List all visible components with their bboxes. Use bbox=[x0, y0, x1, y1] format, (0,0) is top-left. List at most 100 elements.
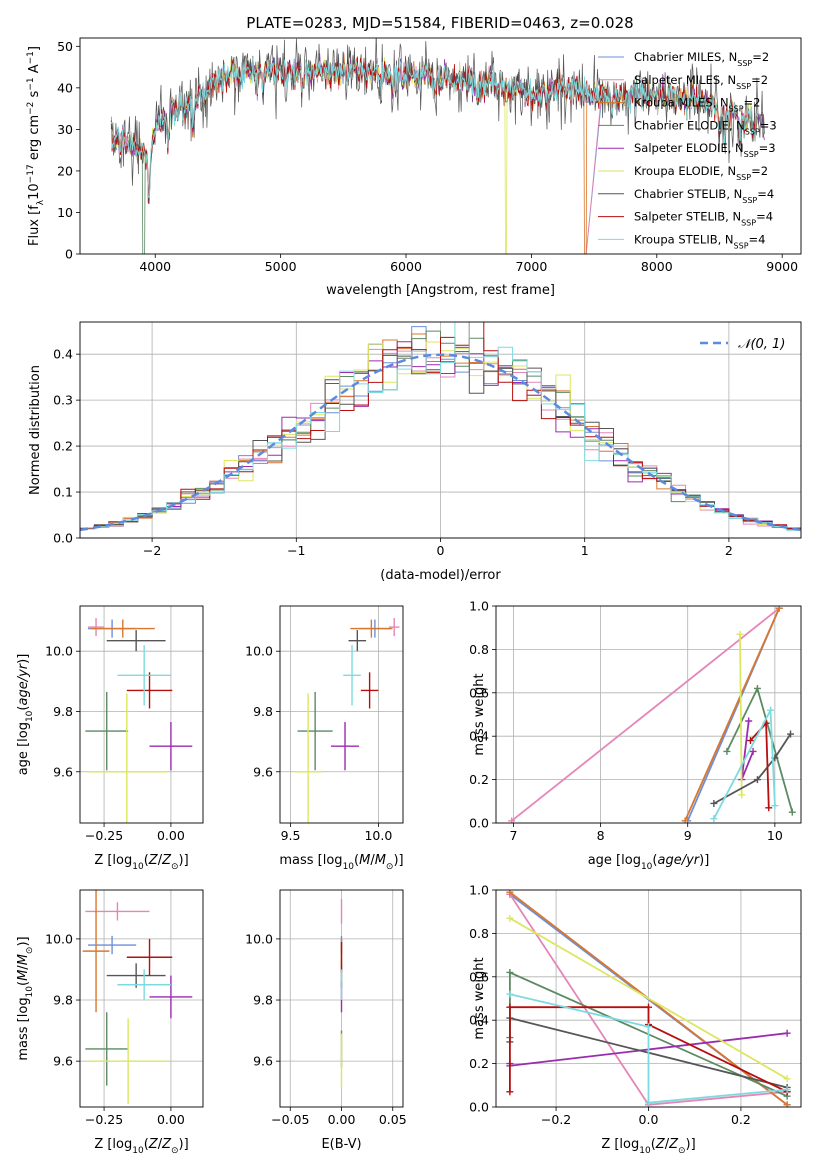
x-tick-label: −1 bbox=[287, 543, 305, 558]
weight-marker bbox=[645, 1099, 652, 1107]
x-tick-label: 8 bbox=[597, 828, 605, 843]
x-tick-label: 7000 bbox=[516, 259, 548, 274]
x-tick-label: 0.00 bbox=[157, 1112, 185, 1127]
y-axis-label: mass [log10(M/M⊙)] bbox=[16, 936, 35, 1060]
x-tick-label: 9 bbox=[684, 828, 692, 843]
x-tick-label: 0.2 bbox=[731, 1112, 751, 1127]
errorbar-point bbox=[297, 691, 333, 771]
legend-entry: Chabrier MILES, NSSP=2 bbox=[634, 50, 769, 68]
age_vs_Z-axes: −0.25 0.00 9.6 9.8 10.0 bbox=[45, 606, 203, 843]
legend-entry: Chabrier STELIB, NSSP=4 bbox=[634, 187, 774, 205]
y-axis-label: Normed distribution bbox=[28, 365, 43, 495]
weight_vs_age-lines bbox=[508, 606, 796, 823]
x-tick-label: 4000 bbox=[139, 259, 171, 274]
weight-marker bbox=[767, 706, 774, 714]
y-axis-label: mass weight bbox=[472, 957, 487, 1039]
y-tick-label: 9.6 bbox=[53, 764, 73, 779]
weight-marker bbox=[765, 804, 773, 812]
y-tick-label: 30 bbox=[57, 122, 73, 137]
errorbar-point bbox=[82, 890, 110, 1013]
errorbar-point bbox=[85, 691, 129, 771]
errorbar-point bbox=[88, 618, 105, 637]
x-tick-label: −0.25 bbox=[85, 1112, 123, 1127]
spectrum-axes: 4000 5000 6000 7000 8000 9000 0 10 20 30 40 50 bbox=[57, 39, 798, 274]
weight_vs_Z-frame bbox=[495, 889, 802, 1108]
y-tick-label: 0.8 bbox=[469, 642, 489, 657]
weight-marker bbox=[775, 606, 783, 612]
x-tick-label: 0.05 bbox=[379, 1112, 407, 1127]
y-tick-label: 1.0 bbox=[469, 599, 489, 614]
y-tick-label: 0.1 bbox=[53, 485, 73, 500]
legend-entry: Salpeter STELIB, NSSP=4 bbox=[634, 210, 773, 228]
y-tick-label: 0.2 bbox=[469, 772, 489, 787]
errorbar-point bbox=[350, 619, 393, 638]
weight-marker bbox=[645, 1003, 652, 1011]
x-tick-label: 0.0 bbox=[639, 1112, 659, 1127]
x-tick-label: 7 bbox=[509, 828, 517, 843]
weight-marker bbox=[710, 799, 718, 807]
errorbar-point bbox=[90, 619, 155, 638]
x-tick-label: 2 bbox=[725, 543, 733, 558]
weight-marker bbox=[771, 802, 779, 810]
weight-series-line bbox=[509, 993, 788, 1104]
x-tick-label: 10.0 bbox=[364, 828, 392, 843]
weight-marker bbox=[753, 684, 761, 692]
y-tick-label: 0.8 bbox=[469, 926, 489, 941]
y-tick-label: 0 bbox=[65, 247, 73, 262]
y-tick-label: 9.8 bbox=[53, 993, 73, 1008]
errorbar-point bbox=[149, 975, 193, 1019]
legend-entry: Salpeter ELODIE, NSSP=3 bbox=[634, 141, 776, 159]
y-tick-label: 50 bbox=[57, 39, 73, 54]
y-tick-label: 40 bbox=[57, 80, 73, 95]
legend-entry: Kroupa MILES, NSSP=2 bbox=[634, 96, 760, 114]
y-tick-label: 10 bbox=[57, 205, 73, 220]
spectrum-series-line bbox=[110, 57, 758, 199]
y-axis-label: Flux [fλ10−17 erg cm−2 s−1 A−1] bbox=[26, 46, 46, 246]
spectrum-legend: Chabrier MILES, NSSP=2 Salpeter MILES, NS… bbox=[598, 50, 777, 250]
y-tick-label: 10.0 bbox=[245, 644, 273, 659]
errorbar-point bbox=[149, 722, 193, 771]
mass_vs_Z-axes: −0.25 0.00 9.6 9.8 10.0 bbox=[45, 890, 203, 1127]
weight-marker bbox=[746, 737, 754, 745]
y-tick-label: 0.2 bbox=[469, 1056, 489, 1071]
weight_vs_age-frame bbox=[495, 605, 802, 824]
weight-marker bbox=[787, 730, 795, 738]
weight-marker bbox=[710, 815, 718, 823]
errorbar-point bbox=[106, 963, 166, 988]
x-axis-label: Z [log10(Z/Z⊙)] bbox=[601, 1137, 695, 1156]
x-tick-label: 8000 bbox=[641, 259, 673, 274]
weight-marker bbox=[783, 1029, 791, 1037]
errorbar-point bbox=[117, 969, 171, 1001]
y-tick-label: 0.0 bbox=[469, 816, 489, 831]
errorbar-point bbox=[360, 672, 379, 709]
weight-series-line bbox=[713, 733, 792, 805]
x-axis-label: Z [log10(Z/Z⊙)] bbox=[94, 853, 188, 872]
histogram-group bbox=[80, 322, 801, 538]
x-tick-label: 0.00 bbox=[328, 1112, 356, 1127]
weight-series-line bbox=[740, 720, 754, 780]
x-tick-label: 5000 bbox=[265, 259, 297, 274]
age_vs_mass-frame bbox=[279, 605, 404, 824]
legend-entry: Kroupa ELODIE, NSSP=2 bbox=[634, 164, 768, 182]
y-tick-label: 10.0 bbox=[245, 931, 273, 946]
weight_vs_Z-lines bbox=[506, 890, 791, 1107]
x-tick-label: 6000 bbox=[390, 259, 422, 274]
y-tick-label: 0.4 bbox=[469, 1013, 489, 1028]
x-tick-label: 0 bbox=[437, 543, 445, 558]
legend-entry: Salpeter MILES, NSSP=2 bbox=[634, 73, 768, 91]
residuals-frame bbox=[79, 321, 802, 539]
weight-marker bbox=[749, 747, 757, 755]
y-tick-label: 0.4 bbox=[53, 347, 73, 362]
x-axis-label: wavelength [Angstrom, rest frame] bbox=[326, 283, 555, 298]
x-axis-label: (data-model)/error bbox=[380, 568, 501, 583]
y-tick-label: 10.0 bbox=[45, 644, 73, 659]
x-axis-label: Z [log10(Z/Z⊙)] bbox=[94, 1137, 188, 1156]
weight-marker bbox=[783, 1101, 791, 1107]
mass_vs_Z-frame bbox=[79, 889, 204, 1108]
x-tick-label: 0.00 bbox=[157, 828, 185, 843]
y-tick-label: 9.6 bbox=[253, 764, 273, 779]
spectrum-frame bbox=[79, 37, 802, 255]
age_vs_mass-axes: 9.5 10.0 9.6 9.8 10.0 bbox=[245, 606, 403, 843]
legend-entry: 𝒩(0, 1) bbox=[738, 337, 785, 352]
errorbar-point bbox=[85, 902, 150, 921]
